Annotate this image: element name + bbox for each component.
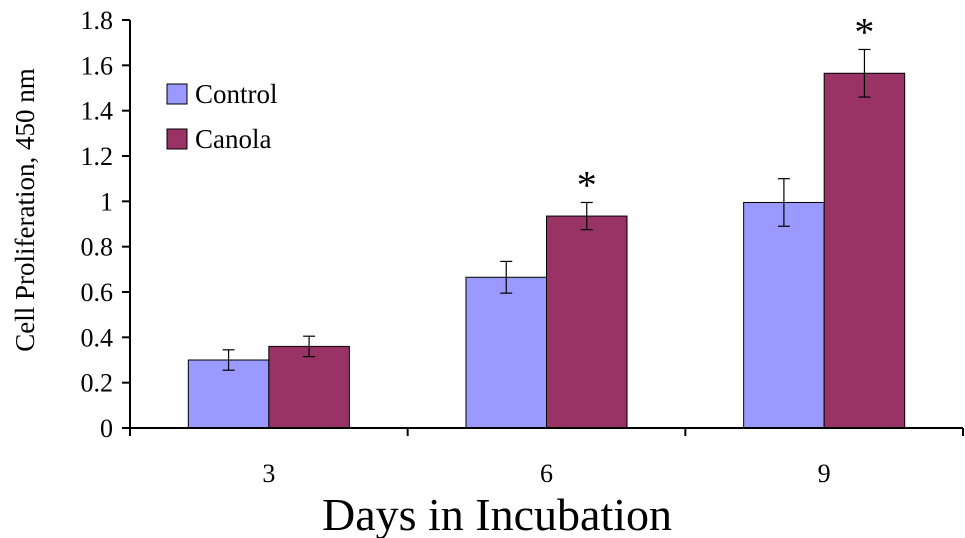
y-tick-label: 1 [100, 187, 113, 216]
bars: ** [187, 9, 906, 429]
y-tick-label: 1.6 [81, 51, 114, 80]
x-axis-title: Days in Incubation [322, 489, 672, 538]
error-bar [500, 260, 513, 294]
legend: Control Canola [166, 79, 278, 154]
error-bar [303, 335, 316, 358]
bar-control-day-3 [187, 359, 270, 429]
significance-marker: * [854, 9, 874, 54]
significance-marker: * [577, 162, 597, 207]
bar-control-day-6 [465, 276, 547, 429]
y-tick-label: 1.2 [81, 142, 114, 171]
y-axis-title: Cell Proliferation, 450 nm [10, 68, 40, 351]
y-tick-label: 1.4 [81, 97, 114, 126]
x-tick-label: 9 [818, 459, 831, 488]
y-axis: 0 0.2 0.4 0.6 0.8 1 1.2 1.4 1.6 1.8 [81, 6, 131, 443]
bar-control-day-9 [743, 201, 825, 429]
y-tick-label: 0.6 [81, 278, 114, 307]
bar-canola-day-6 [546, 215, 628, 429]
error-bar [580, 201, 593, 231]
y-tick-label: 0.4 [81, 323, 114, 352]
legend-swatch-control [166, 83, 188, 105]
x-axis: 3 6 9 [129, 427, 964, 488]
legend-label-control: Control [195, 79, 278, 109]
bar-canola-day-3 [268, 345, 350, 429]
error-bar [777, 178, 790, 227]
error-bar [858, 48, 871, 98]
x-tick-label: 6 [540, 459, 553, 488]
y-tick-label: 0.8 [81, 233, 114, 262]
legend-label-canola: Canola [195, 124, 271, 154]
error-bar [222, 349, 235, 371]
y-tick-label: 1.8 [81, 6, 114, 35]
x-tick-label: 3 [262, 459, 275, 488]
y-tick-label: 0 [100, 414, 113, 443]
legend-swatch-canola [166, 128, 188, 150]
bar-canola-day-9 [823, 72, 906, 429]
y-tick-label: 0.2 [81, 369, 114, 398]
